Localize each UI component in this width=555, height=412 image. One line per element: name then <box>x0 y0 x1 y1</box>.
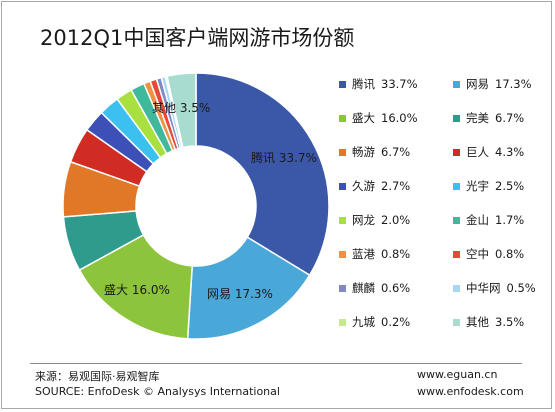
legend-swatch <box>453 80 460 88</box>
slice-2 <box>186 236 311 340</box>
legend-name: 久游 <box>352 179 375 193</box>
legend-swatch <box>453 182 460 190</box>
legend-name: 蓝港 <box>352 247 375 261</box>
legend-swatch <box>339 284 346 292</box>
legend-name: 光宇 <box>466 179 489 193</box>
website-eguan: www.eguan.cn <box>417 368 498 381</box>
legend-item-12: 空中 0.8% <box>453 246 524 262</box>
legend-item-16: 其他 3.5% <box>453 314 524 330</box>
legend-value: 16.0% <box>381 111 418 125</box>
legend-name: 盛大 <box>352 111 375 125</box>
legend-value: 2.5% <box>495 179 525 193</box>
legend-value: 0.8% <box>381 247 411 261</box>
legend-value: 0.2% <box>381 315 411 329</box>
legend-item-10: 金山 1.7% <box>453 212 524 228</box>
legend-value: 17.3% <box>495 77 532 91</box>
legend-swatch <box>453 114 460 122</box>
legend-item-2: 网易 17.3% <box>453 76 532 92</box>
legend-name: 腾讯 <box>352 77 375 91</box>
legend-name: 其他 <box>466 315 489 329</box>
legend-name: 九城 <box>352 315 375 329</box>
legend-name: 巨人 <box>466 145 489 159</box>
legend-name: 网龙 <box>352 213 375 227</box>
legend-item-3: 盛大 16.0% <box>339 110 418 126</box>
source-cn: 来源：易观国际·易观智库 <box>35 370 160 383</box>
legend-value: 0.6% <box>381 281 411 295</box>
legend-item-5: 畅游 6.7% <box>339 144 410 160</box>
legend-value: 0.5% <box>506 281 536 295</box>
legend-value: 6.7% <box>495 111 525 125</box>
legend-value: 2.7% <box>381 179 411 193</box>
legend-item-11: 蓝港 0.8% <box>339 246 410 262</box>
slice-label-2: 网易 17.3% <box>207 287 273 301</box>
legend-swatch <box>453 148 460 156</box>
chart-title: 2012Q1中国客户端网游市场份额 <box>40 26 355 50</box>
legend-swatch <box>453 250 460 258</box>
footer-divider <box>30 363 522 364</box>
legend-swatch <box>339 216 346 224</box>
legend-value: 3.5% <box>495 315 525 329</box>
legend-item-7: 久游 2.7% <box>339 178 410 194</box>
legend-name: 完美 <box>466 111 489 125</box>
legend-item-13: 麒麟 0.6% <box>339 280 410 296</box>
legend-name: 畅游 <box>352 145 375 159</box>
slice-16 <box>166 72 197 149</box>
legend-swatch <box>453 216 460 224</box>
website-enfodesk: www.enfodesk.com <box>417 385 524 398</box>
legend-item-1: 腾讯 33.7% <box>339 76 418 92</box>
slice-label-3: 盛大 16.0% <box>104 282 170 297</box>
legend-name: 空中 <box>466 247 489 261</box>
legend-item-8: 光宇 2.5% <box>453 178 524 194</box>
legend-swatch <box>339 182 346 190</box>
legend-item-4: 完美 6.7% <box>453 110 524 126</box>
legend-name: 网易 <box>466 77 489 91</box>
legend-value: 0.8% <box>495 247 525 261</box>
legend-item-6: 巨人 4.3% <box>453 144 524 160</box>
legend-value: 33.7% <box>381 77 418 91</box>
legend-swatch <box>339 114 346 122</box>
legend-swatch <box>339 250 346 258</box>
legend-value: 6.7% <box>381 145 411 159</box>
legend-swatch <box>339 148 346 156</box>
legend-swatch <box>453 318 460 326</box>
slice-1 <box>195 72 330 277</box>
legend-value: 1.7% <box>495 213 525 227</box>
legend-value: 4.3% <box>495 145 525 159</box>
slice-label-1: 腾讯 33.7% <box>251 150 317 165</box>
legend-name: 麒麟 <box>352 281 375 295</box>
legend-name: 中华网 <box>466 281 501 295</box>
legend-swatch <box>453 284 460 292</box>
legend-item-15: 九城 0.2% <box>339 314 410 330</box>
legend-name: 金山 <box>466 213 489 227</box>
legend-value: 2.0% <box>381 213 411 227</box>
legend-swatch <box>339 318 346 326</box>
legend-item-9: 网龙 2.0% <box>339 212 410 228</box>
slice-label-16: 其他 3.5% <box>152 101 210 115</box>
source-en: SOURCE: EnfoDesk © Analysys Internationa… <box>35 385 280 398</box>
legend-swatch <box>339 80 346 88</box>
legend-item-14: 中华网 0.5% <box>453 280 536 296</box>
